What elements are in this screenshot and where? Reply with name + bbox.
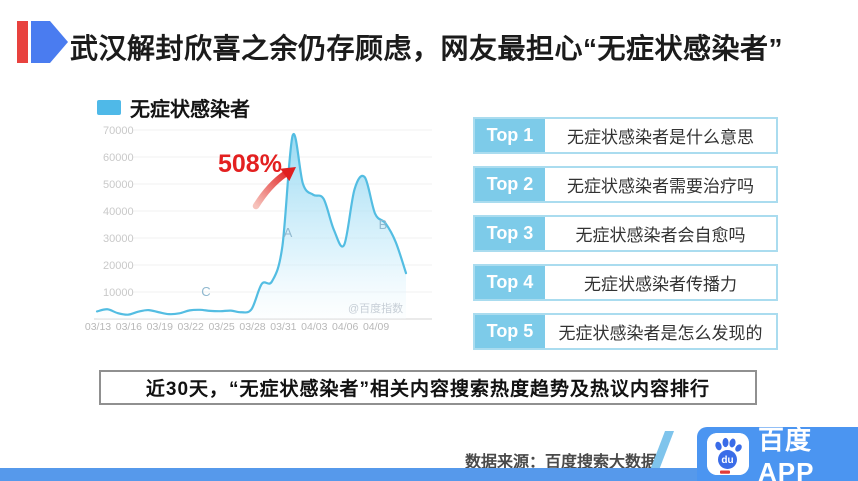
topic-text: 无症状感染者会自愈吗 <box>575 226 746 245</box>
page-title: 武汉解封欣喜之余仍存顾虑，网友最担心“无症状感染者” <box>70 33 784 64</box>
rank-badge: Top 5 <box>475 315 545 348</box>
list-item: Top 3 无症状感染者会自愈吗 <box>473 215 778 252</box>
svg-text:04/09: 04/09 <box>363 321 389 333</box>
svg-text:04/03: 04/03 <box>301 321 327 333</box>
chart-plot-area: 70000 60000 50000 40000 30000 20000 10000 03/13… <box>85 125 432 333</box>
chart-legend: 无症状感染者 <box>97 93 250 122</box>
svg-text:C: C <box>201 284 210 299</box>
svg-text:03/19: 03/19 <box>147 321 173 333</box>
svg-text:03/28: 03/28 <box>239 321 265 333</box>
svg-text:@百度指数: @百度指数 <box>348 301 403 315</box>
topic-text: 无症状感染者是怎么发现的 <box>558 324 763 343</box>
rank-badge: Top 4 <box>475 266 545 299</box>
rank-badge: Top 1 <box>475 119 545 152</box>
svg-text:B: B <box>379 217 388 232</box>
svg-text:A: A <box>284 225 293 240</box>
svg-text:20000: 20000 <box>103 260 134 272</box>
svg-text:30000: 30000 <box>103 233 134 245</box>
title-accent-arrow-icon <box>31 21 68 63</box>
baidu-app-wordmark: 百度APP <box>758 425 815 481</box>
search-trend-area-chart: 70000 60000 50000 40000 30000 20000 10000 03/13… <box>85 125 432 333</box>
svg-text:60000: 60000 <box>103 152 134 164</box>
list-item: Top 1 无症状感染者是什么意思 <box>473 117 778 154</box>
svg-text:du: du <box>721 455 733 466</box>
topic-text: 无症状感染者需要治疗吗 <box>567 177 754 196</box>
topic-text: 无症状感染者是什么意思 <box>567 128 754 147</box>
svg-text:03/16: 03/16 <box>116 321 142 333</box>
legend-label: 无症状感染者 <box>130 99 250 121</box>
svg-text:03/25: 03/25 <box>208 321 234 333</box>
list-item: Top 5 无症状感染者是怎么发现的 <box>473 313 778 350</box>
svg-text:03/13: 03/13 <box>85 321 111 333</box>
svg-text:50000: 50000 <box>103 179 134 191</box>
growth-percent-label: 508% <box>218 150 282 178</box>
svg-text:70000: 70000 <box>103 125 134 137</box>
svg-text:03/31: 03/31 <box>270 321 296 333</box>
list-item: Top 4 无症状感染者传播力 <box>473 264 778 301</box>
title-accent-red-bar <box>17 21 28 63</box>
growth-arrow-icon <box>252 167 296 210</box>
rank-badge: Top 2 <box>475 168 545 201</box>
chart-caption: 近30天，“无症状感染者”相关内容搜索热度趋势及热议内容排行 <box>99 370 757 405</box>
baidu-app-banner[interactable]: du 百度APP <box>697 425 858 481</box>
svg-text:10000: 10000 <box>103 287 134 299</box>
svg-text:04/06: 04/06 <box>332 321 358 333</box>
rank-badge: Top 3 <box>475 217 545 250</box>
bottom-blue-strip <box>0 468 858 481</box>
data-source-label: 数据来源：百度搜索大数据 <box>464 454 657 471</box>
svg-text:40000: 40000 <box>103 206 134 218</box>
legend-swatch <box>97 100 121 115</box>
list-item: Top 2 无症状感染者需要治疗吗 <box>473 166 778 203</box>
svg-text:03/22: 03/22 <box>178 321 204 333</box>
hot-topics-list: Top 1 无症状感染者是什么意思 Top 2 无症状感染者需要治疗吗 Top … <box>473 117 778 350</box>
topic-text: 无症状感染者传播力 <box>584 275 737 294</box>
baidu-paw-icon: du <box>707 433 749 475</box>
